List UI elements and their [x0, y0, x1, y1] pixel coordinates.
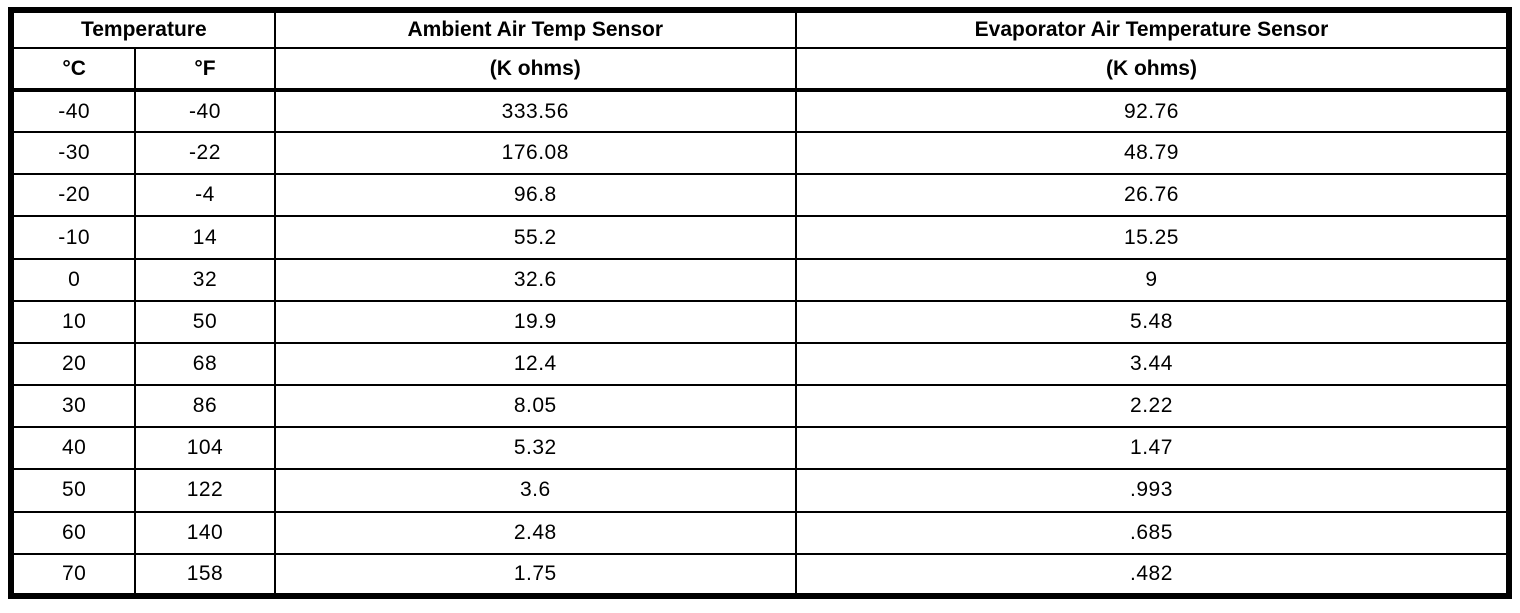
evaporator-resistance-cell: 15.25: [794, 215, 1511, 260]
ambient-resistance-cell: 2.48: [273, 510, 797, 555]
fahrenheit-cell: -40: [134, 88, 276, 134]
celsius-cell: 70: [9, 552, 137, 598]
evaporator-resistance-cell: 48.79: [794, 131, 1511, 176]
header-unit-row: °C °F (K ohms) (K ohms): [9, 47, 1511, 92]
evaporator-unit-header: (K ohms): [794, 47, 1511, 92]
ambient-resistance-cell: 12.4: [273, 341, 797, 387]
temperature-sensor-table: Temperature Ambient Air Temp Sensor Evap…: [8, 7, 1512, 599]
fahrenheit-cell: -4: [134, 173, 276, 218]
table-row: 60 140 2.48.685: [9, 510, 1511, 555]
fahrenheit-header: °F: [134, 47, 276, 92]
celsius-cell: 10: [9, 299, 137, 344]
evaporator-resistance-cell: 92.76: [794, 88, 1511, 134]
fahrenheit-cell: 14: [134, 215, 276, 260]
ambient-unit-header: (K ohms): [273, 47, 797, 92]
evaporator-resistance-cell: 2.22: [794, 384, 1511, 429]
fahrenheit-cell: -22: [134, 131, 276, 176]
evaporator-resistance-cell: 1.47: [794, 426, 1511, 471]
table-row: 30 86 8.05 2.22: [9, 384, 1511, 429]
ambient-resistance-cell: 5.32: [273, 426, 797, 471]
ambient-resistance-cell: 3.6: [273, 468, 797, 513]
ambient-resistance-cell: 55.2: [273, 215, 797, 260]
evaporator-resistance-cell: .482: [794, 552, 1511, 598]
table-row: 70 158 1.75.482: [9, 552, 1511, 598]
celsius-cell: 60: [9, 510, 137, 555]
celsius-header: °C: [9, 47, 137, 92]
ambient-resistance-cell: 333.56: [273, 88, 797, 134]
table-row: -10 14 55.2 15.25: [9, 215, 1511, 260]
table-body: -40 -40 333.56 92.76 -30 -22 176.08 48.79 -20 -4 9…: [9, 88, 1511, 598]
evaporator-resistance-cell: 5.48: [794, 299, 1511, 344]
fahrenheit-cell: 122: [134, 468, 276, 513]
table-row: 20 68 12.4 3.44: [9, 341, 1511, 387]
table-row: -20 -4 96.8 26.76: [9, 173, 1511, 218]
evaporator-resistance-cell: .993: [794, 468, 1511, 513]
celsius-cell: 20: [9, 341, 137, 387]
celsius-cell: 50: [9, 468, 137, 513]
fahrenheit-cell: 86: [134, 384, 276, 429]
fahrenheit-cell: 50: [134, 299, 276, 344]
fahrenheit-cell: 68: [134, 341, 276, 387]
ambient-resistance-cell: 1.75: [273, 552, 797, 598]
evaporator-sensor-header: Evaporator Air Temperature Sensor: [794, 9, 1511, 49]
ambient-resistance-cell: 96.8: [273, 173, 797, 218]
fahrenheit-cell: 104: [134, 426, 276, 471]
evaporator-resistance-cell: 26.76: [794, 173, 1511, 218]
temperature-group-header: Temperature: [10, 9, 276, 49]
table-row: 50 122 3.6.993: [9, 468, 1511, 513]
table-row: -40 -40 333.56 92.76: [9, 88, 1511, 134]
ambient-resistance-cell: 19.9: [273, 299, 797, 344]
fahrenheit-cell: 140: [134, 510, 276, 555]
celsius-cell: 0: [9, 257, 137, 302]
table-row: 40 104 5.32 1.47: [9, 426, 1511, 471]
evaporator-resistance-cell: .685: [794, 510, 1511, 555]
table-row: 10 50 19.9 5.48: [9, 299, 1511, 344]
celsius-cell: -10: [9, 215, 137, 260]
celsius-cell: -20: [9, 173, 137, 218]
evaporator-resistance-cell: 3.44: [794, 341, 1511, 387]
table-row: -30 -22 176.08 48.79: [9, 131, 1511, 176]
table-row: 0 32 32.6 9: [9, 257, 1511, 302]
ambient-sensor-header: Ambient Air Temp Sensor: [273, 9, 797, 49]
celsius-cell: -30: [9, 131, 137, 176]
header-group-row: Temperature Ambient Air Temp Sensor Evap…: [10, 9, 1511, 49]
celsius-cell: 40: [9, 426, 137, 471]
document-page: Temperature Ambient Air Temp Sensor Evap…: [0, 7, 1520, 613]
fahrenheit-cell: 32: [134, 257, 276, 302]
celsius-cell: -40: [9, 88, 137, 134]
fahrenheit-cell: 158: [134, 552, 276, 598]
evaporator-resistance-cell: 9: [794, 257, 1511, 302]
ambient-resistance-cell: 176.08: [273, 131, 797, 176]
celsius-cell: 30: [9, 384, 137, 429]
ambient-resistance-cell: 32.6: [273, 257, 797, 302]
ambient-resistance-cell: 8.05: [273, 384, 797, 429]
